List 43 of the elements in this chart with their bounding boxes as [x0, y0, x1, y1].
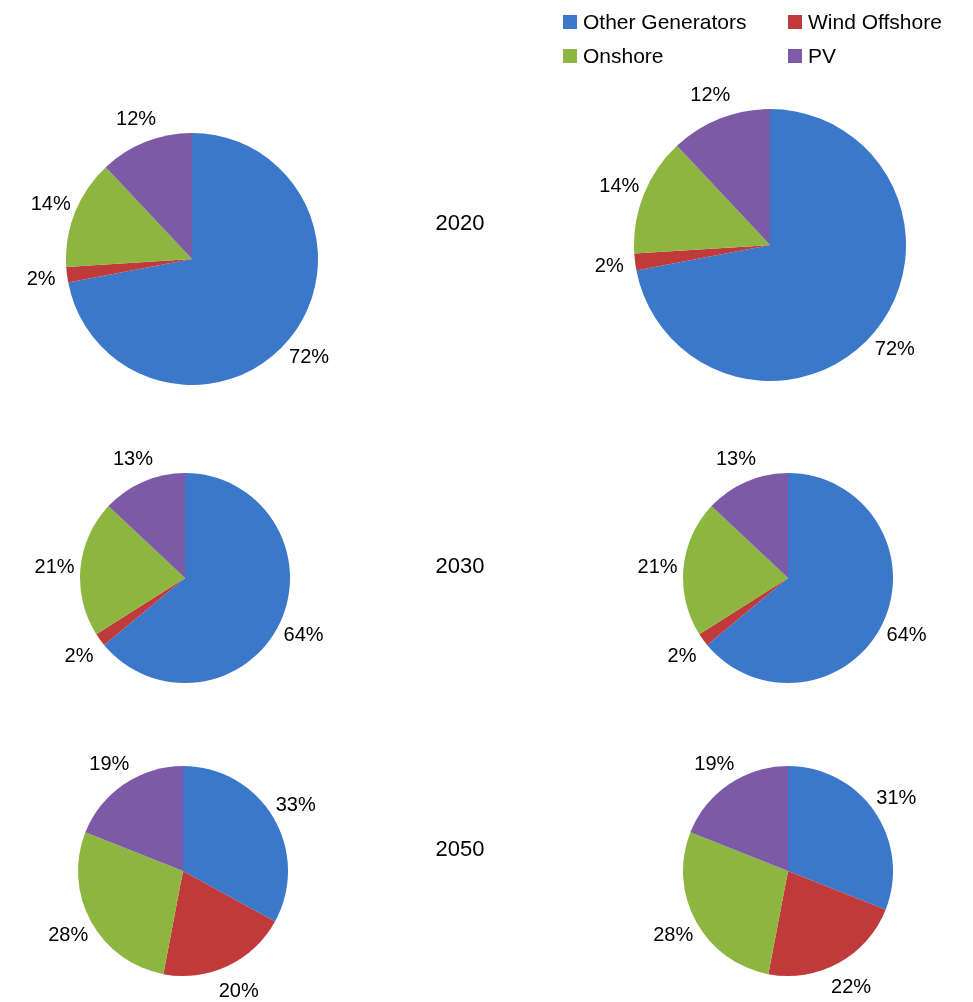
data-label: 33%	[275, 793, 316, 816]
pie-slice	[108, 473, 185, 578]
data-label: 13%	[112, 446, 154, 469]
data-label: 31%	[876, 786, 917, 809]
pie-slice	[699, 578, 788, 645]
data-label: 14%	[599, 174, 640, 197]
data-label: 72%	[874, 337, 916, 360]
data-label: 28%	[48, 923, 89, 946]
legend-label: Onshore	[583, 44, 664, 68]
legend-label: Other Generators	[583, 10, 747, 34]
data-label: 20%	[218, 978, 260, 1001]
pie-slice	[105, 133, 192, 259]
pie-slice	[634, 245, 770, 271]
data-label: 12%	[690, 83, 731, 106]
data-label: 72%	[289, 344, 330, 367]
data-label: 28%	[653, 923, 694, 946]
data-label: 2%	[64, 644, 94, 666]
data-label: 64%	[886, 622, 927, 645]
data-label: 19%	[89, 751, 130, 774]
pie-slice	[66, 259, 192, 283]
data-label: 21%	[637, 554, 678, 577]
pie-slice	[768, 871, 886, 976]
data-label: 12%	[116, 106, 157, 129]
pie-slice	[80, 506, 185, 635]
pie-slice	[683, 506, 788, 635]
legend-label: Wind Offshore	[808, 10, 942, 34]
data-label: 2%	[26, 267, 56, 290]
data-label: 13%	[715, 446, 757, 469]
pie-slice	[163, 871, 276, 976]
data-label: 2%	[594, 254, 624, 277]
text: 2050	[435, 835, 485, 861]
pie-slice	[711, 473, 788, 578]
data-label: 64%	[283, 622, 324, 645]
legend-label: PV	[808, 44, 837, 68]
text: 2030	[435, 552, 485, 578]
pie-slice	[96, 578, 185, 645]
data-label: 22%	[831, 974, 872, 997]
data-label: 21%	[34, 554, 75, 577]
data-label: 19%	[694, 751, 735, 774]
data-label: 2%	[667, 644, 697, 666]
text: 2020	[435, 209, 485, 235]
pie-slice	[676, 109, 770, 245]
data-label: 14%	[30, 192, 71, 215]
